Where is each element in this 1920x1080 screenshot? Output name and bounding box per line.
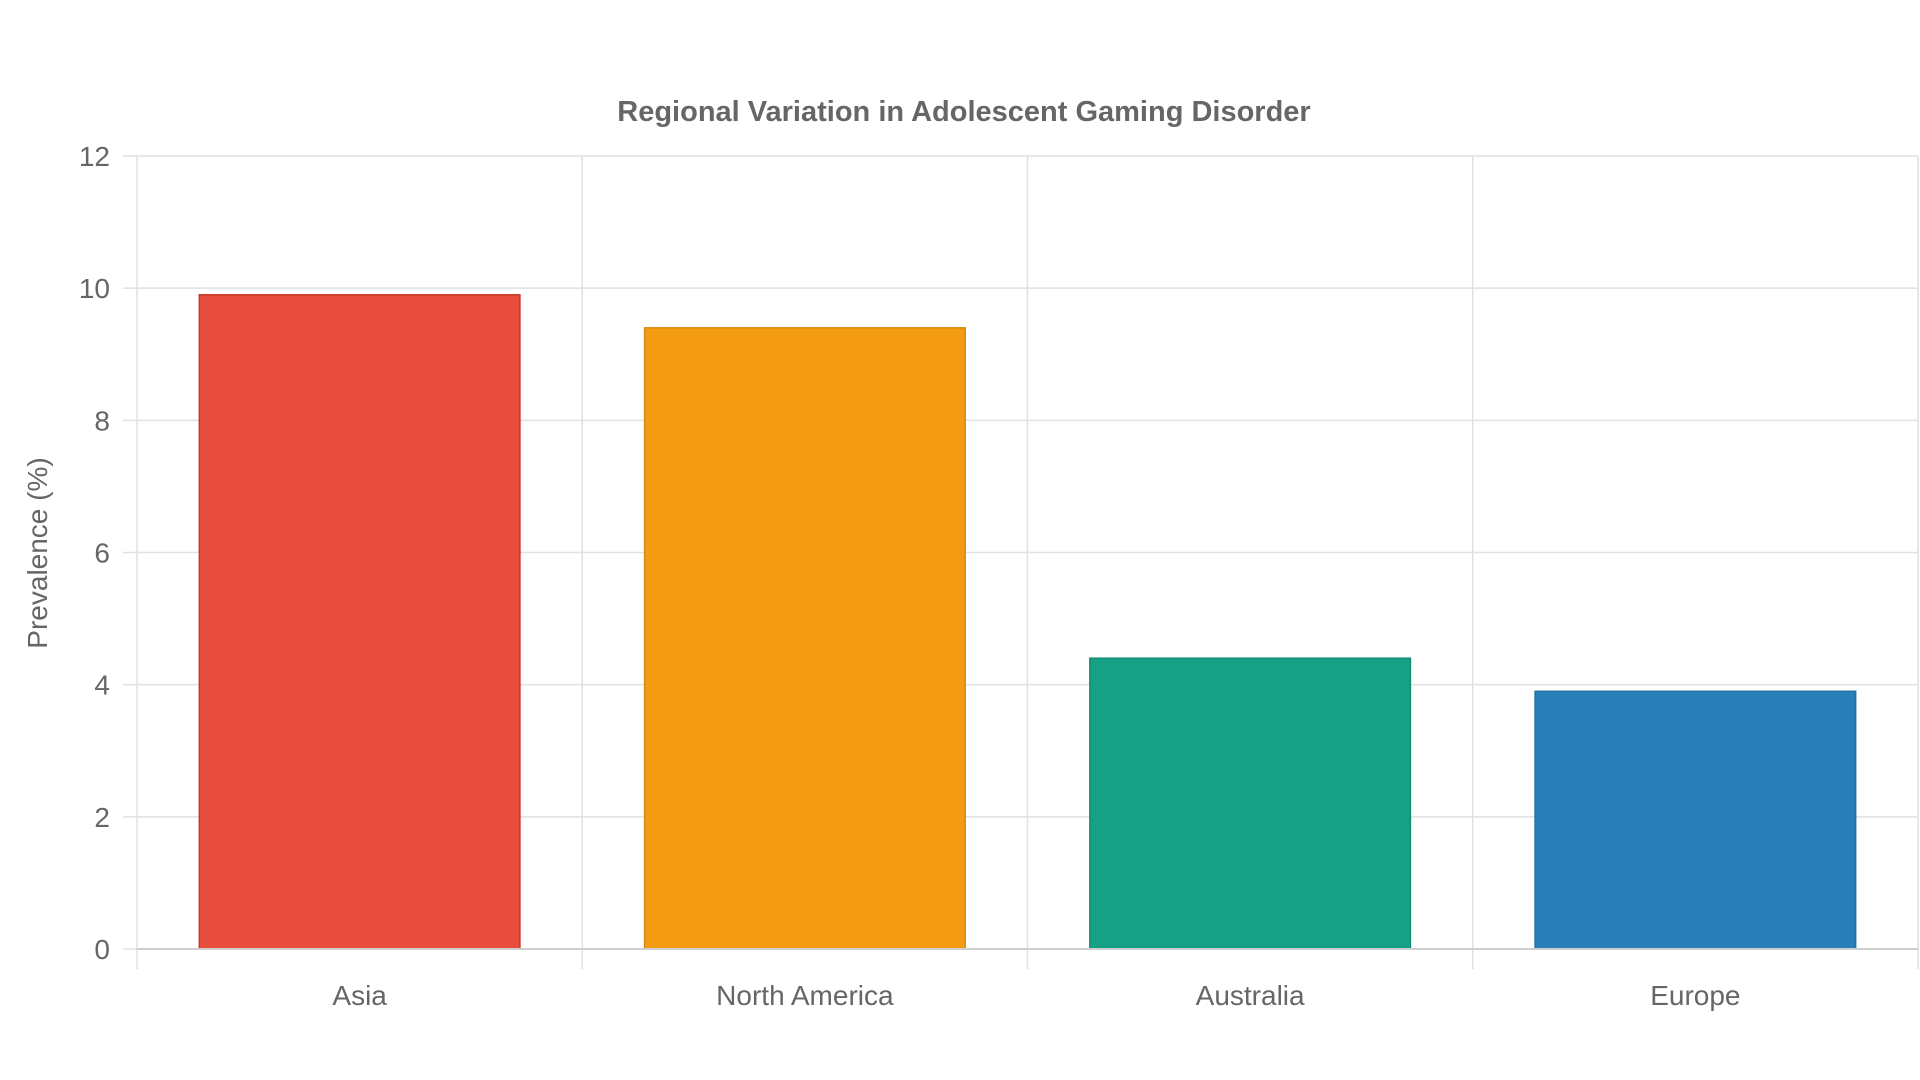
- y-tick-label: 6: [94, 538, 110, 569]
- bar-australia: [1089, 657, 1412, 950]
- bar-north-america: [643, 327, 966, 950]
- chart-title: Regional Variation in Adolescent Gaming …: [617, 96, 1310, 128]
- y-tick-label: 12: [79, 141, 110, 172]
- tick-labels: 0 2 4 6 8 10 12 Asia North America Australia Europ…: [79, 141, 1741, 1011]
- bar-asia: [198, 294, 521, 950]
- y-tick-label: 10: [79, 273, 110, 304]
- y-tick-label: 4: [94, 670, 110, 701]
- x-tick-label: Australia: [1196, 980, 1305, 1011]
- y-axis-title: Prevalence (%): [22, 457, 53, 648]
- y-tick-label: 2: [94, 802, 110, 833]
- x-tick-label: North America: [716, 980, 894, 1011]
- bar-europe: [1534, 690, 1857, 950]
- y-tick-label: 0: [94, 934, 110, 965]
- x-tick-label: Europe: [1650, 980, 1740, 1011]
- bars: [198, 294, 1857, 950]
- x-tick-label: Asia: [332, 980, 387, 1011]
- y-tick-label: 8: [94, 405, 110, 436]
